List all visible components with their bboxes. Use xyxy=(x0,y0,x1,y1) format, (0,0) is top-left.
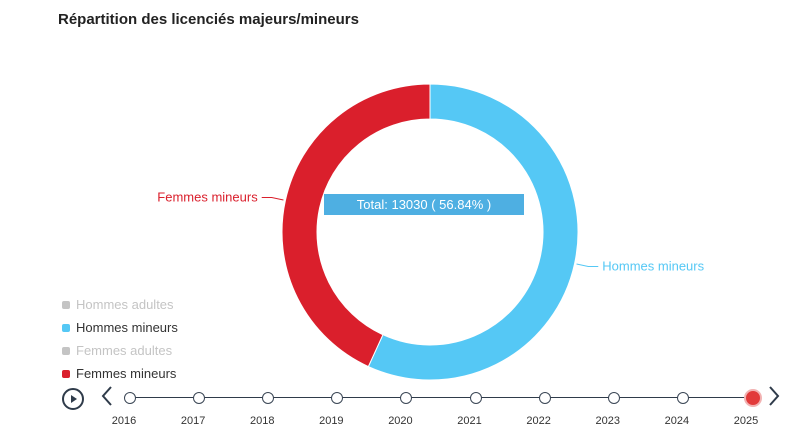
timeline-year-label[interactable]: 2022 xyxy=(526,415,551,427)
label-connector xyxy=(576,263,599,268)
timeline-point-2022[interactable] xyxy=(538,392,551,404)
legend-marker xyxy=(62,300,70,309)
play-icon[interactable] xyxy=(62,388,84,410)
legend-marker xyxy=(62,323,70,332)
timeline-year-label[interactable]: 2020 xyxy=(388,415,413,427)
legend-item-hommes-adultes[interactable]: Hommes adultes xyxy=(62,293,178,316)
timeline-axis xyxy=(130,397,752,398)
legend-label: Hommes adultes xyxy=(76,297,174,312)
timeline-point-2021[interactable] xyxy=(469,392,482,404)
timeline-point-2016[interactable] xyxy=(124,392,136,404)
donut-chart: Hommes mineurs Femmes mineurs Total: 13030… xyxy=(157,83,705,380)
legend: Hommes adultes Hommes mineurs Femmes adu… xyxy=(62,293,178,385)
timeline-point-2017[interactable] xyxy=(193,392,206,404)
slice-femmes-mineurs[interactable] xyxy=(281,83,431,368)
legend-label: Hommes mineurs xyxy=(76,320,178,335)
slice-label: Hommes mineurs xyxy=(602,259,704,274)
timeline-year-label[interactable]: 2016 xyxy=(111,415,137,427)
timeline-year-label[interactable]: 2017 xyxy=(180,415,206,427)
chevron-right-icon[interactable] xyxy=(767,384,781,408)
legend-item-femmes-mineurs[interactable]: Femmes mineurs xyxy=(62,362,178,385)
legend-item-femmes-adultes[interactable]: Femmes adultes xyxy=(62,339,178,362)
timeline-point-2025[interactable] xyxy=(744,389,762,407)
timeline-year-label[interactable]: 2021 xyxy=(457,415,482,427)
timeline-year-label[interactable]: 2023 xyxy=(595,415,620,427)
legend-marker xyxy=(62,369,70,378)
timeline-point-2019[interactable] xyxy=(331,392,344,404)
tooltip-text: Total: 13030 ( 56.84% ) xyxy=(357,197,491,212)
timeline-year-label[interactable]: 2018 xyxy=(249,415,275,427)
timeline-year-label[interactable]: 2025 xyxy=(733,415,759,427)
legend-item-hommes-mineurs[interactable]: Hommes mineurs xyxy=(62,316,178,339)
chevron-left-icon[interactable] xyxy=(100,384,114,408)
chart-title: Répartition des licenciés majeurs/mineur… xyxy=(58,11,359,28)
legend-marker xyxy=(62,346,70,355)
timeline-point-2024[interactable] xyxy=(676,392,689,404)
legend-label: Femmes mineurs xyxy=(76,366,177,381)
label-connector xyxy=(261,196,284,201)
timeline-point-2023[interactable] xyxy=(607,392,620,404)
timeline-point-2018[interactable] xyxy=(262,392,275,404)
timeline: 2016 2017 2018 2019 2020 2021 2022 2023 2024 2025 xyxy=(0,380,809,441)
slice-label: Femmes mineurs xyxy=(157,189,258,204)
timeline-point-2020[interactable] xyxy=(400,392,413,404)
legend-label: Femmes adultes xyxy=(76,343,173,358)
tooltip-box xyxy=(324,194,524,215)
timeline-year-label[interactable]: 2019 xyxy=(319,415,344,427)
timeline-year-label[interactable]: 2024 xyxy=(664,415,690,427)
slice-hommes-mineurs[interactable] xyxy=(367,83,579,380)
